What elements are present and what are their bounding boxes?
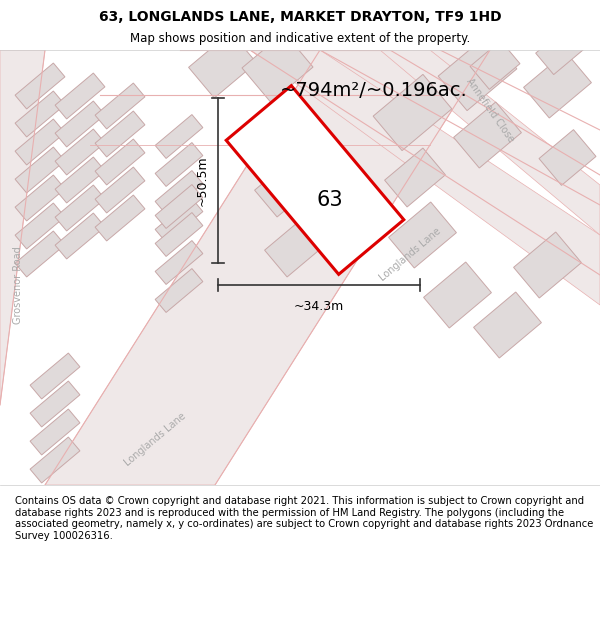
Polygon shape: [95, 167, 145, 213]
Polygon shape: [539, 129, 596, 186]
Polygon shape: [55, 213, 105, 259]
Polygon shape: [15, 175, 65, 221]
Polygon shape: [95, 139, 145, 185]
Polygon shape: [55, 129, 105, 175]
Polygon shape: [95, 83, 145, 129]
Polygon shape: [55, 73, 105, 119]
Polygon shape: [514, 232, 581, 298]
Polygon shape: [155, 199, 203, 242]
Polygon shape: [30, 437, 80, 483]
Polygon shape: [30, 409, 80, 455]
Polygon shape: [454, 102, 521, 168]
Polygon shape: [155, 142, 203, 186]
Polygon shape: [265, 218, 325, 277]
Polygon shape: [15, 147, 65, 193]
Polygon shape: [55, 157, 105, 203]
Polygon shape: [15, 119, 65, 165]
Text: 63: 63: [317, 190, 343, 210]
Polygon shape: [438, 34, 517, 111]
Text: 63, LONGLANDS LANE, MARKET DRAYTON, TF9 1HD: 63, LONGLANDS LANE, MARKET DRAYTON, TF9 …: [98, 10, 502, 24]
Polygon shape: [380, 50, 600, 235]
Polygon shape: [242, 32, 313, 103]
Polygon shape: [55, 101, 105, 147]
Polygon shape: [389, 202, 457, 268]
Polygon shape: [30, 353, 80, 399]
Polygon shape: [95, 195, 145, 241]
Polygon shape: [155, 213, 203, 256]
Polygon shape: [424, 262, 491, 328]
Polygon shape: [55, 185, 105, 231]
Text: Contains OS data © Crown copyright and database right 2021. This information is : Contains OS data © Crown copyright and d…: [15, 496, 593, 541]
Text: Longlands Lane: Longlands Lane: [122, 411, 188, 469]
Polygon shape: [250, 50, 600, 305]
Polygon shape: [15, 63, 65, 109]
Polygon shape: [473, 292, 541, 358]
Polygon shape: [155, 184, 203, 229]
Text: Grosvenor Road: Grosvenor Road: [13, 246, 23, 324]
Polygon shape: [95, 111, 145, 157]
Polygon shape: [226, 86, 404, 274]
Polygon shape: [155, 114, 203, 159]
Polygon shape: [155, 241, 203, 284]
Text: ~794m²/~0.196ac.: ~794m²/~0.196ac.: [280, 81, 468, 99]
Polygon shape: [470, 41, 520, 89]
Polygon shape: [373, 74, 452, 151]
Polygon shape: [536, 28, 584, 74]
Polygon shape: [385, 148, 445, 207]
Polygon shape: [45, 50, 490, 485]
Polygon shape: [30, 381, 80, 427]
Text: Annefield Close: Annefield Close: [464, 76, 516, 144]
Polygon shape: [245, 98, 305, 157]
Text: Longlands Lane: Longlands Lane: [377, 226, 443, 284]
Polygon shape: [0, 50, 45, 405]
Text: ~50.5m: ~50.5m: [196, 155, 209, 206]
Text: ~34.3m: ~34.3m: [294, 300, 344, 313]
Polygon shape: [155, 171, 203, 214]
Text: Map shows position and indicative extent of the property.: Map shows position and indicative extent…: [130, 32, 470, 45]
Polygon shape: [155, 269, 203, 312]
Polygon shape: [15, 91, 65, 137]
Polygon shape: [15, 231, 65, 277]
Polygon shape: [254, 158, 316, 217]
Polygon shape: [188, 32, 256, 98]
Polygon shape: [524, 52, 592, 118]
Polygon shape: [15, 203, 65, 249]
